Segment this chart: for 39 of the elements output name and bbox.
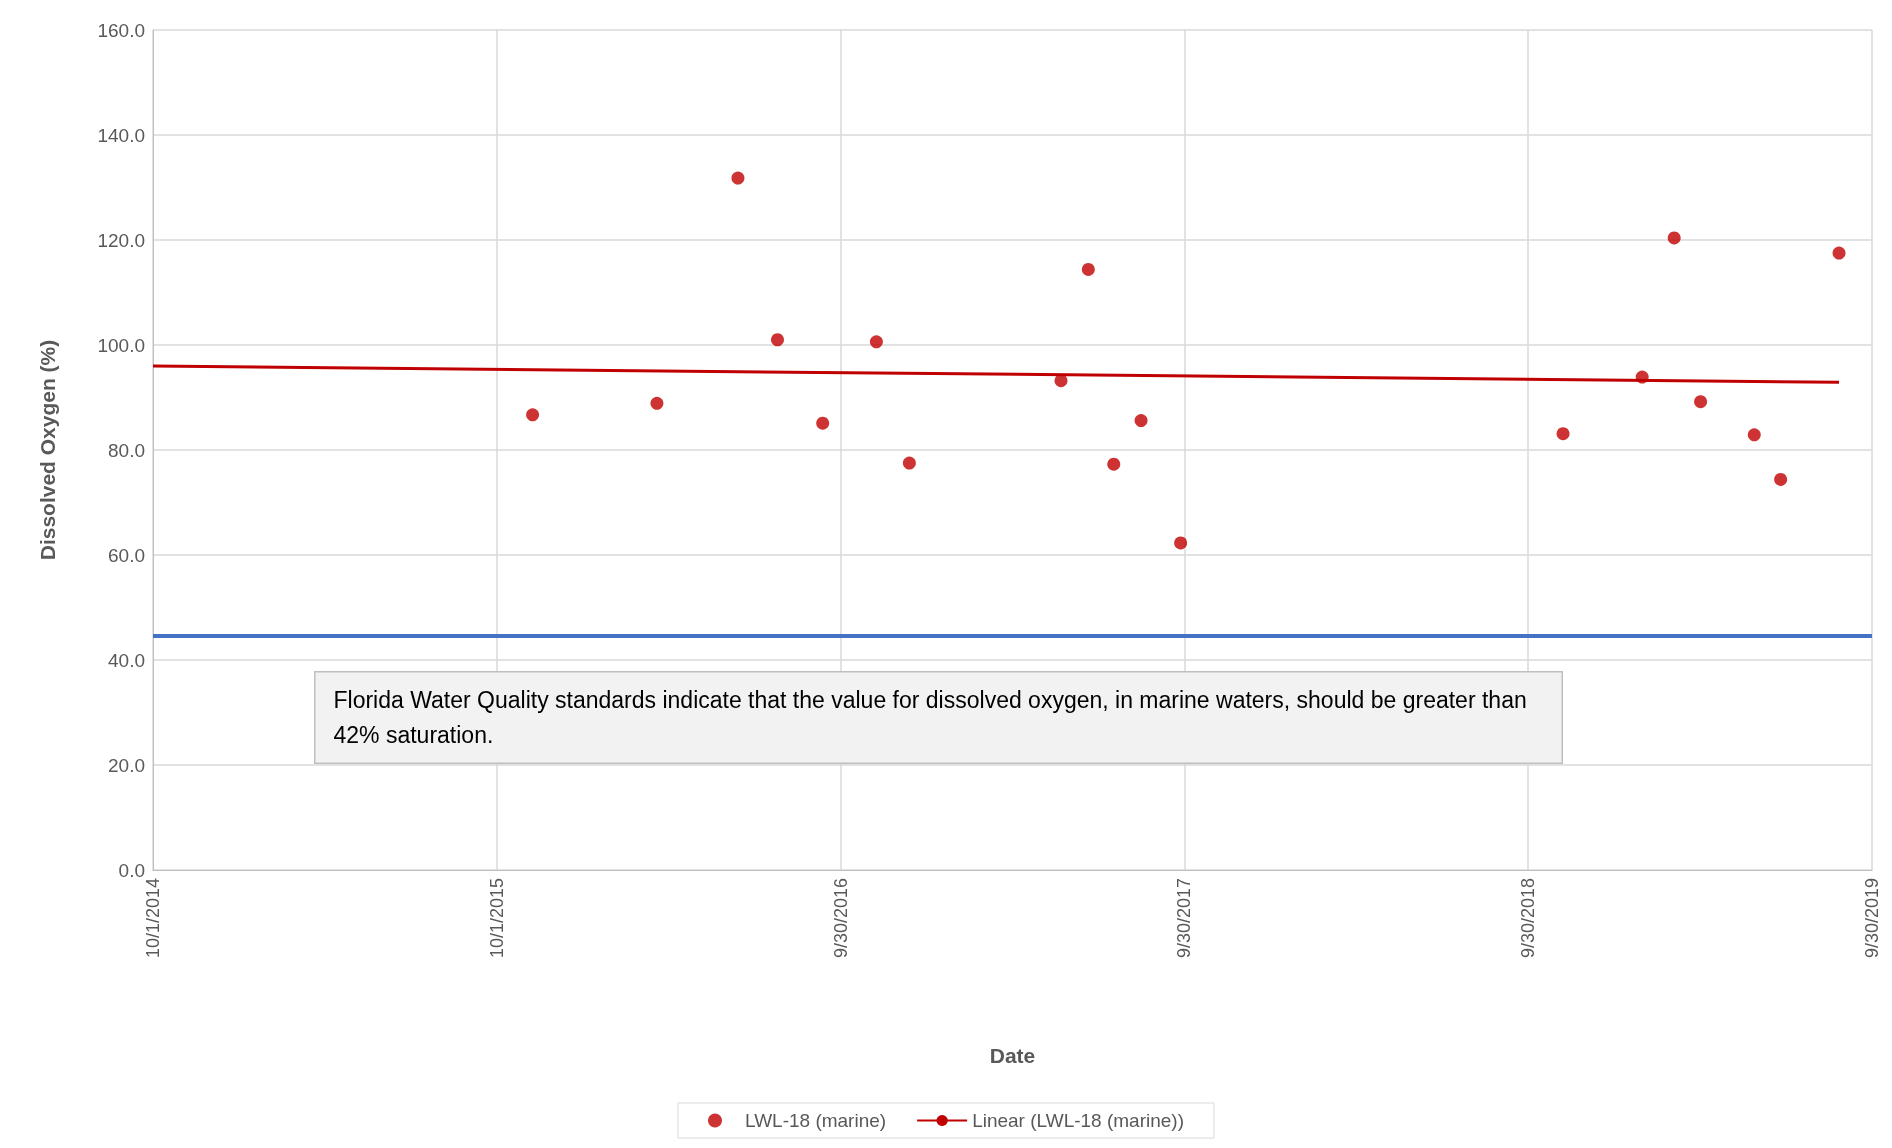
annotation: Florida Water Quality standards indicate that the value for dissolved oxygen, in marine waters, should be greater than 42% saturation. bbox=[333, 687, 1534, 748]
point bbox=[1174, 536, 1188, 550]
x-tick-label: 9/30/2016 bbox=[830, 878, 851, 959]
point bbox=[1556, 427, 1570, 441]
x-tick-label: 10/1/2014 bbox=[143, 878, 163, 959]
point bbox=[1747, 428, 1761, 442]
y-tick-label: 140.0 bbox=[97, 124, 145, 146]
y-tick-label: 160.0 bbox=[97, 19, 145, 41]
legend-label: Linear (LWL-18 (marine)) bbox=[972, 1110, 1185, 1131]
point bbox=[816, 416, 830, 430]
point bbox=[1134, 414, 1148, 428]
point bbox=[1832, 246, 1846, 260]
point bbox=[731, 171, 745, 185]
y-tick-label: 40.0 bbox=[108, 649, 145, 671]
y-tick-label: 120.0 bbox=[97, 229, 145, 251]
point bbox=[869, 335, 883, 349]
point bbox=[902, 456, 916, 470]
x-axis-title: Date bbox=[989, 1044, 1036, 1067]
point bbox=[771, 333, 784, 347]
point bbox=[1667, 231, 1681, 245]
y-axis-title: Dissolved Oxygen (%) bbox=[36, 339, 59, 561]
x-tick-label: 9/30/2019 bbox=[1862, 878, 1882, 959]
y-tick-label: 60.0 bbox=[108, 544, 145, 566]
legend-label: LWL-18 (marine) bbox=[745, 1110, 887, 1131]
point bbox=[1694, 395, 1708, 409]
x-tick-label: 9/30/2017 bbox=[1174, 878, 1195, 959]
y-tick-label: 100.0 bbox=[97, 334, 145, 356]
point bbox=[1081, 262, 1095, 276]
x-tick-label: 10/1/2015 bbox=[486, 878, 507, 959]
point bbox=[1635, 370, 1649, 384]
y-tick-label: 20.0 bbox=[108, 754, 145, 776]
point bbox=[650, 396, 664, 410]
point bbox=[1054, 374, 1068, 388]
y-tick-label: 80.0 bbox=[108, 439, 145, 461]
point bbox=[1774, 472, 1788, 486]
point bbox=[526, 408, 540, 422]
y-tick-label: 0.0 bbox=[118, 859, 145, 881]
point bbox=[1107, 457, 1121, 471]
x-tick-label: 9/30/2018 bbox=[1518, 878, 1539, 959]
